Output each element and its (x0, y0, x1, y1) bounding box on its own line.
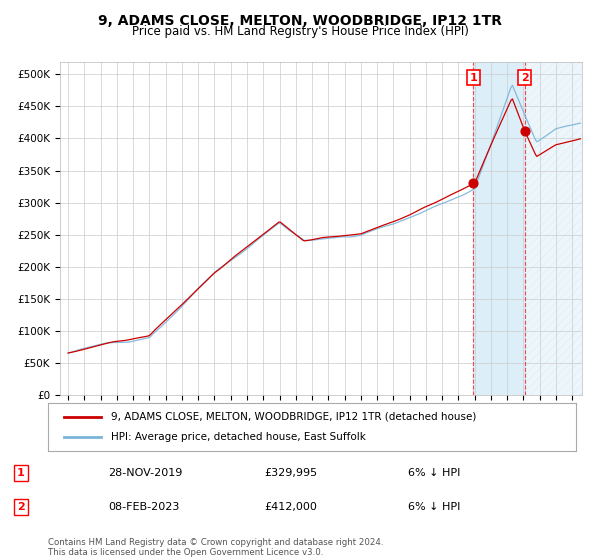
Point (469, 179, 478, 188)
Text: 6% ↓ HPI: 6% ↓ HPI (408, 468, 460, 478)
Text: 1: 1 (469, 73, 477, 83)
Bar (525, 62, 582, 395)
Text: 08-FEB-2023: 08-FEB-2023 (108, 502, 179, 512)
Text: HPI: Average price, detached house, East Suffolk: HPI: Average price, detached house, East… (112, 432, 366, 442)
Text: 6% ↓ HPI: 6% ↓ HPI (408, 502, 460, 512)
Text: £329,995: £329,995 (264, 468, 317, 478)
Text: £412,000: £412,000 (264, 502, 317, 512)
Text: 2: 2 (17, 502, 25, 512)
Text: 9, ADAMS CLOSE, MELTON, WOODBRIDGE, IP12 1TR: 9, ADAMS CLOSE, MELTON, WOODBRIDGE, IP12… (98, 14, 502, 28)
Bar (473, 62, 525, 395)
Text: 28-NOV-2019: 28-NOV-2019 (108, 468, 182, 478)
Text: Price paid vs. HM Land Registry's House Price Index (HPI): Price paid vs. HM Land Registry's House … (131, 25, 469, 38)
Text: 9, ADAMS CLOSE, MELTON, WOODBRIDGE, IP12 1TR (detached house): 9, ADAMS CLOSE, MELTON, WOODBRIDGE, IP12… (112, 412, 477, 422)
Text: 2: 2 (521, 73, 529, 83)
Text: Contains HM Land Registry data © Crown copyright and database right 2024.
This d: Contains HM Land Registry data © Crown c… (48, 538, 383, 557)
Text: 1: 1 (17, 468, 25, 478)
Point (520, 127, 530, 136)
